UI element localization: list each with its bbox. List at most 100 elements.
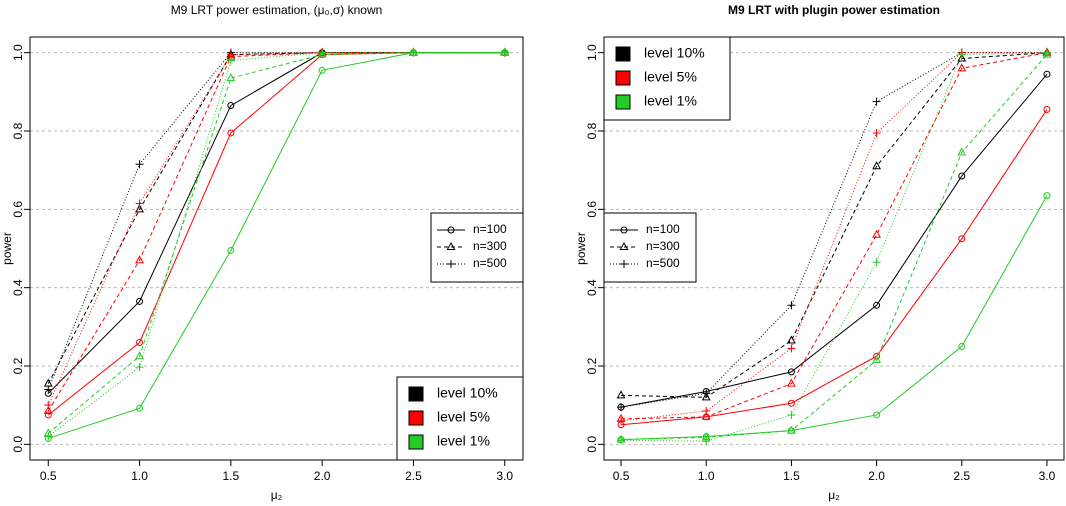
point [872,128,881,137]
legend-label: level 5% [644,69,697,85]
point [500,48,509,57]
point [617,436,626,445]
legend-label: n=500 [646,256,680,270]
legend-label: level 10% [437,385,498,401]
point [227,102,235,110]
x-tick-label: 1.0 [698,469,715,483]
point [409,48,418,57]
point [136,339,144,346]
size-legend: n=100 n=300 n=500 [430,212,524,283]
x-tick-label: 3.0 [496,469,513,483]
point [226,56,235,65]
point [44,411,52,419]
point [318,48,327,57]
point [446,241,456,250]
point [701,392,711,401]
y-tick-label: 0.4 [585,279,599,296]
level-legend: level 10% level 5% level 1% [603,36,731,121]
x-tick-label: 0.5 [613,469,630,483]
y-tick-label: 0.0 [11,436,25,453]
point [317,49,327,58]
point [787,410,796,419]
point [873,411,881,419]
point [135,204,145,213]
chart-title: M9 LRT with plugin power estimation [728,3,940,17]
point [44,432,53,441]
point [44,385,53,394]
series-line [621,52,1047,442]
y-tick-label: 0.8 [585,122,599,139]
series-line [48,52,505,439]
series-line [47,52,505,437]
point [872,229,882,238]
point [958,172,966,180]
point [787,368,795,376]
chart-title: M9 LRT power estimation, (μ₀,σ) known [171,3,383,17]
series-line [621,52,1047,398]
y-tick-label: 1.0 [585,44,599,61]
level-legend: level 10% level 5% level 1% [396,376,524,461]
x-tick-label: 2.5 [405,469,422,483]
point [786,425,796,434]
point [136,297,144,305]
point [1043,70,1051,78]
point [787,301,796,310]
y-tick-label: 0.6 [585,201,599,218]
legend-label: n=100 [646,222,680,236]
x-tick-label: 1.0 [131,469,148,483]
point [136,404,144,412]
x-tick-label: 3.0 [1039,469,1056,483]
point [135,363,144,372]
point [619,241,629,250]
y-tick-label: 0.8 [11,122,25,139]
legend-label: n=300 [646,239,680,253]
point [873,301,881,309]
y-tick-label: 0.2 [585,357,599,374]
point [872,355,882,364]
y-axis-label: power [0,232,14,265]
point [1042,48,1051,57]
point [701,411,711,420]
x-tick-label: 2.0 [314,469,331,483]
y-axis-label: power [574,232,588,265]
point [787,399,795,407]
legend-swatch [408,386,424,402]
point [1043,192,1051,200]
point [447,226,455,234]
legend-swatch [408,434,424,450]
point [958,342,966,350]
series-line [621,195,1048,441]
point [620,260,628,268]
x-tick-label: 2.5 [953,469,970,483]
point [702,407,711,416]
point [872,161,882,170]
point [227,246,235,254]
point [447,260,455,268]
point [872,97,881,106]
point [227,129,235,137]
x-axis-label: μ₂ [271,488,283,502]
legend-label: n=500 [473,256,507,270]
series-line [47,52,505,434]
y-tick-label: 0.6 [11,201,25,218]
y-tick-label: 0.2 [11,357,25,374]
x-axis-label: μ₂ [828,488,840,502]
legend-swatch [408,410,424,426]
y-tick-label: 0.0 [585,436,599,453]
point [1043,105,1051,113]
size-legend: n=100 n=300 n=500 [603,212,697,283]
series-line [620,109,1048,426]
legend-swatch [615,46,631,62]
point [786,378,796,387]
point [617,403,626,412]
x-tick-label: 1.5 [223,469,240,483]
point [616,390,626,399]
point [620,226,628,234]
x-tick-label: 1.5 [783,469,800,483]
x-tick-label: 0.5 [40,469,57,483]
legend-label: level 10% [644,45,705,61]
legend-label: level 5% [437,409,490,425]
series-line [47,52,505,406]
point [702,389,711,398]
